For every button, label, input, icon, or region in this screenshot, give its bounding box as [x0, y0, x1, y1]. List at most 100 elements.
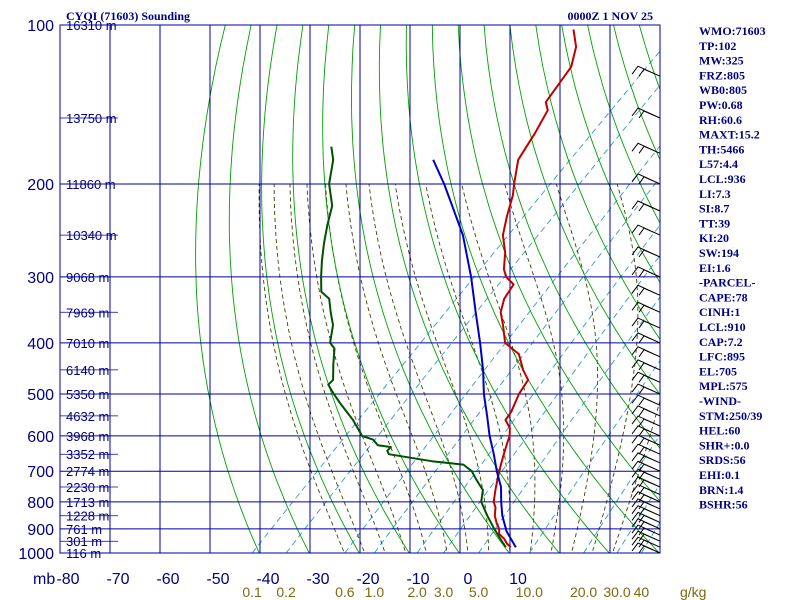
index-line: EL:705: [699, 364, 737, 378]
height-label: 4632 m: [66, 409, 109, 424]
temperature-tick-label: -50: [206, 571, 229, 588]
height-label: 2230 m: [66, 480, 109, 495]
index-line: HEL:60: [699, 424, 740, 438]
index-line: STM:250/39: [699, 409, 762, 423]
index-line: LCL:936: [699, 172, 746, 186]
height-label: 9068 m: [66, 270, 109, 285]
temperature-line: [492, 29, 578, 548]
index-line: TP:102: [699, 39, 736, 53]
dry-adiabat-line: [509, 25, 660, 396]
pressure-tick-label: 700: [27, 464, 54, 481]
pressure-tick-label: 300: [27, 270, 54, 287]
wind-barb: [631, 536, 661, 548]
wind-barb: [631, 346, 661, 358]
dewpoint-line: [320, 146, 507, 548]
wind-barb: [631, 173, 661, 185]
wind-barb: [631, 107, 661, 119]
dry-adiabat-line: [483, 25, 660, 449]
index-line: CINH:1: [699, 305, 740, 319]
profile-lines: [320, 29, 578, 548]
index-line: EI:1.6: [699, 261, 731, 275]
pressure-tick-label: 900: [27, 522, 54, 539]
index-line: WB0:805: [699, 83, 747, 97]
mixing-ratio-label: 2.0: [407, 584, 427, 600]
wind-barb: [631, 266, 661, 278]
mixing-ratio-label: 20.0: [570, 584, 597, 600]
index-line: WMO:71603: [699, 24, 766, 38]
wind-barb: [631, 518, 661, 530]
mixing-ratio-unit-label: g/kg: [680, 584, 706, 600]
height-label: 5350 m: [66, 387, 109, 402]
height-label: 10340 m: [66, 228, 117, 243]
moist-adiabat-line: [425, 183, 511, 553]
wind-barb: [631, 483, 661, 496]
dry-adiabat-line: [322, 25, 460, 553]
wind-barb: [631, 301, 661, 313]
mixing-ratio-label: 0.2: [276, 584, 296, 600]
index-line: SI:8.7: [699, 202, 729, 216]
pressure-tick-label: 800: [27, 495, 54, 512]
moist-adiabat-line: [461, 183, 536, 553]
wind-barb: [631, 476, 661, 488]
pressure-tick-label: 400: [27, 336, 54, 353]
index-line: RH:60.6: [699, 113, 742, 127]
index-line: BRN:1.4: [699, 483, 743, 497]
height-label: 16310 m: [66, 18, 117, 33]
index-line: TT:39: [699, 216, 730, 230]
height-label: 116 m: [66, 546, 101, 561]
index-line: PW:0.68: [699, 98, 743, 112]
dry-adiabat-line: [228, 25, 310, 553]
mixing-ratio-line: [616, 483, 660, 553]
mixing-ratio-line: [285, 84, 660, 553]
temperature-tick-label: -70: [106, 571, 129, 588]
wind-barb: [631, 200, 661, 212]
chart-title: CYQI (71603) Sounding: [66, 9, 190, 23]
moist-adiabat-line: [555, 183, 599, 553]
index-line: -PARCEL-: [699, 276, 755, 290]
mixing-ratio-label: 1.0: [365, 584, 385, 600]
wind-barb: [631, 434, 661, 446]
wind-barb: [631, 405, 661, 417]
index-line: -WIND-: [699, 394, 741, 408]
wind-barb: [631, 246, 661, 258]
pressure-tick-label: 600: [27, 429, 54, 446]
indices-panel: WMO:71603TP:102MW:325FRZ:805WB0:805PW:0.…: [699, 24, 766, 512]
wind-barb: [631, 65, 661, 77]
wind-barb: [631, 505, 661, 517]
mixing-ratio-label: 40: [634, 584, 650, 600]
dry-adiabat-line: [431, 25, 660, 553]
moist-adiabat-line: [289, 183, 386, 553]
index-line: SW:194: [699, 246, 739, 260]
index-line: SHR+:0.0: [699, 438, 750, 452]
temperature-tick-label: -10: [406, 571, 429, 588]
moist-adiabat-line: [612, 398, 660, 553]
temperature-tick-label: 0: [464, 571, 473, 588]
height-label: 1713 m: [66, 495, 109, 510]
wind-barb: [631, 460, 661, 472]
index-line: FRZ:805: [699, 68, 745, 82]
index-line: CAPE:78: [699, 290, 748, 304]
index-line: LI:7.3: [699, 187, 731, 201]
pressure-tick-label: 100: [27, 18, 54, 35]
grid: [59, 24, 661, 554]
mixing-ratio-label: 0.1: [242, 584, 262, 600]
dry-adiabat-line: [195, 25, 260, 553]
mixing-ratio-line: [416, 224, 660, 553]
index-line: L57:4.4: [699, 157, 738, 171]
temperature-tick-label: 10: [509, 571, 527, 588]
mixing-ratio-lines: [251, 50, 660, 553]
index-line: BSHR:56: [699, 498, 748, 512]
dry-adiabat-line: [457, 25, 660, 502]
wind-barb: [631, 317, 661, 329]
wind-barb: [631, 383, 661, 395]
height-label: 301 m: [66, 534, 102, 549]
wind-barb: [631, 542, 661, 554]
index-line: MPL:575: [699, 379, 748, 393]
mixing-ratio-line: [478, 296, 660, 553]
index-line: CAP:7.2: [699, 335, 743, 349]
dry-adiabat-line: [351, 25, 510, 553]
moist-adiabat-line: [258, 183, 345, 553]
index-line: LFC:895: [699, 350, 745, 364]
